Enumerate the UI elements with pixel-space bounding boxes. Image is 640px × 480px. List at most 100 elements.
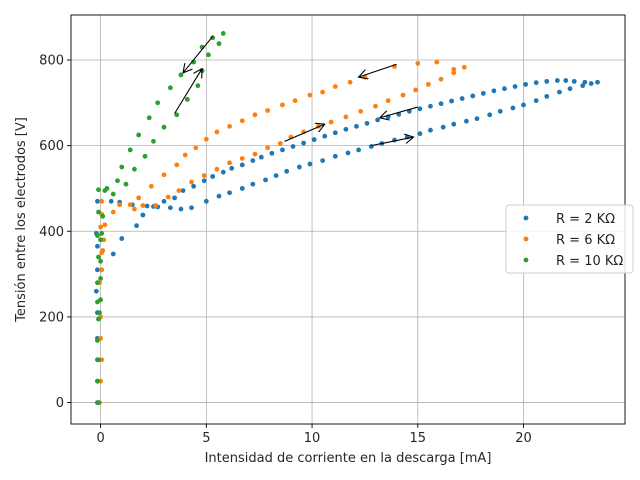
data-point	[497, 108, 503, 114]
data-point	[132, 166, 137, 172]
data-point	[96, 187, 101, 193]
data-point	[97, 310, 102, 316]
data-point	[533, 98, 539, 104]
x-tick-label: 15	[410, 431, 427, 446]
annotation-arrows	[174, 36, 418, 147]
data-point	[119, 164, 125, 170]
data-point	[132, 206, 137, 212]
data-point	[320, 89, 326, 95]
data-point	[239, 156, 245, 161]
legend-box	[505, 204, 634, 274]
data-point	[201, 173, 207, 179]
x-tick-label: 10	[304, 431, 321, 446]
data-point	[487, 112, 493, 118]
data-point	[415, 60, 421, 66]
data-point	[140, 203, 146, 208]
data-point	[502, 86, 507, 92]
x-tick-label: 5	[202, 431, 210, 446]
data-point	[523, 81, 529, 87]
data-point	[161, 172, 167, 178]
data-point	[440, 124, 446, 130]
legend-marker	[523, 215, 529, 221]
data-point	[227, 160, 232, 166]
data-point	[142, 153, 148, 159]
data-point	[127, 147, 133, 153]
data-point	[311, 137, 317, 143]
data-point	[98, 258, 103, 264]
data-point	[95, 243, 100, 249]
data-point	[425, 81, 431, 87]
data-point	[491, 88, 497, 94]
data-point	[167, 85, 173, 91]
data-point	[332, 84, 338, 89]
data-point	[451, 121, 457, 127]
data-point	[172, 195, 178, 201]
data-point	[167, 205, 173, 211]
data-point	[544, 78, 550, 84]
data-point	[95, 280, 100, 286]
data-point	[108, 198, 114, 204]
data-point	[178, 72, 184, 78]
data-point	[307, 92, 313, 98]
data-point	[354, 123, 359, 129]
data-point	[480, 90, 486, 96]
data-point	[563, 78, 569, 83]
data-point	[95, 198, 100, 204]
data-point	[428, 127, 433, 133]
y-axis-label: Tensión entre los electrodos [V]	[14, 117, 29, 323]
annotation-arrow	[174, 69, 202, 114]
legend-marker	[523, 257, 529, 263]
data-points	[93, 31, 600, 405]
data-point	[161, 124, 167, 130]
legend: R = 2 KΩ R = 6 KΩ R = 10 KΩ	[505, 204, 634, 274]
data-point	[210, 174, 216, 179]
data-point	[195, 83, 201, 89]
data-point	[203, 136, 209, 142]
data-point	[328, 119, 334, 125]
data-point	[214, 166, 220, 172]
annotation-arrow	[371, 137, 413, 147]
series-group	[95, 31, 226, 405]
data-point	[307, 161, 313, 167]
data-point	[595, 79, 600, 85]
data-point	[95, 233, 100, 238]
legend-label: R = 6 KΩ	[556, 233, 615, 248]
data-point	[434, 59, 440, 65]
data-point	[332, 153, 338, 159]
data-point	[557, 89, 562, 95]
data-point	[191, 183, 197, 189]
x-tick-label: 0	[96, 431, 104, 446]
data-point	[203, 198, 209, 204]
data-point	[227, 190, 232, 196]
data-point	[470, 93, 476, 99]
data-point	[258, 154, 264, 160]
data-point	[417, 106, 423, 112]
data-point	[136, 132, 142, 138]
data-point	[117, 202, 123, 208]
data-point	[93, 288, 99, 294]
data-point	[345, 150, 351, 156]
data-point	[161, 198, 167, 204]
data-point	[343, 114, 349, 120]
data-point	[151, 138, 156, 144]
data-point	[227, 123, 232, 129]
y-tick-label: 0	[56, 396, 64, 411]
legend-label: R = 10 KΩ	[556, 254, 623, 269]
data-point	[99, 198, 105, 204]
data-point	[110, 251, 116, 257]
data-point	[134, 223, 139, 229]
data-point	[284, 168, 290, 174]
data-point	[364, 120, 370, 126]
data-point	[322, 133, 328, 139]
data-point	[100, 213, 106, 219]
data-point	[216, 41, 222, 47]
data-point	[184, 96, 190, 102]
data-point	[385, 98, 391, 104]
data-point	[413, 87, 419, 93]
series-group	[97, 59, 467, 405]
data-point	[99, 267, 105, 273]
data-point	[216, 193, 222, 199]
data-point	[582, 79, 588, 85]
data-point	[554, 78, 560, 83]
data-point	[95, 378, 100, 384]
